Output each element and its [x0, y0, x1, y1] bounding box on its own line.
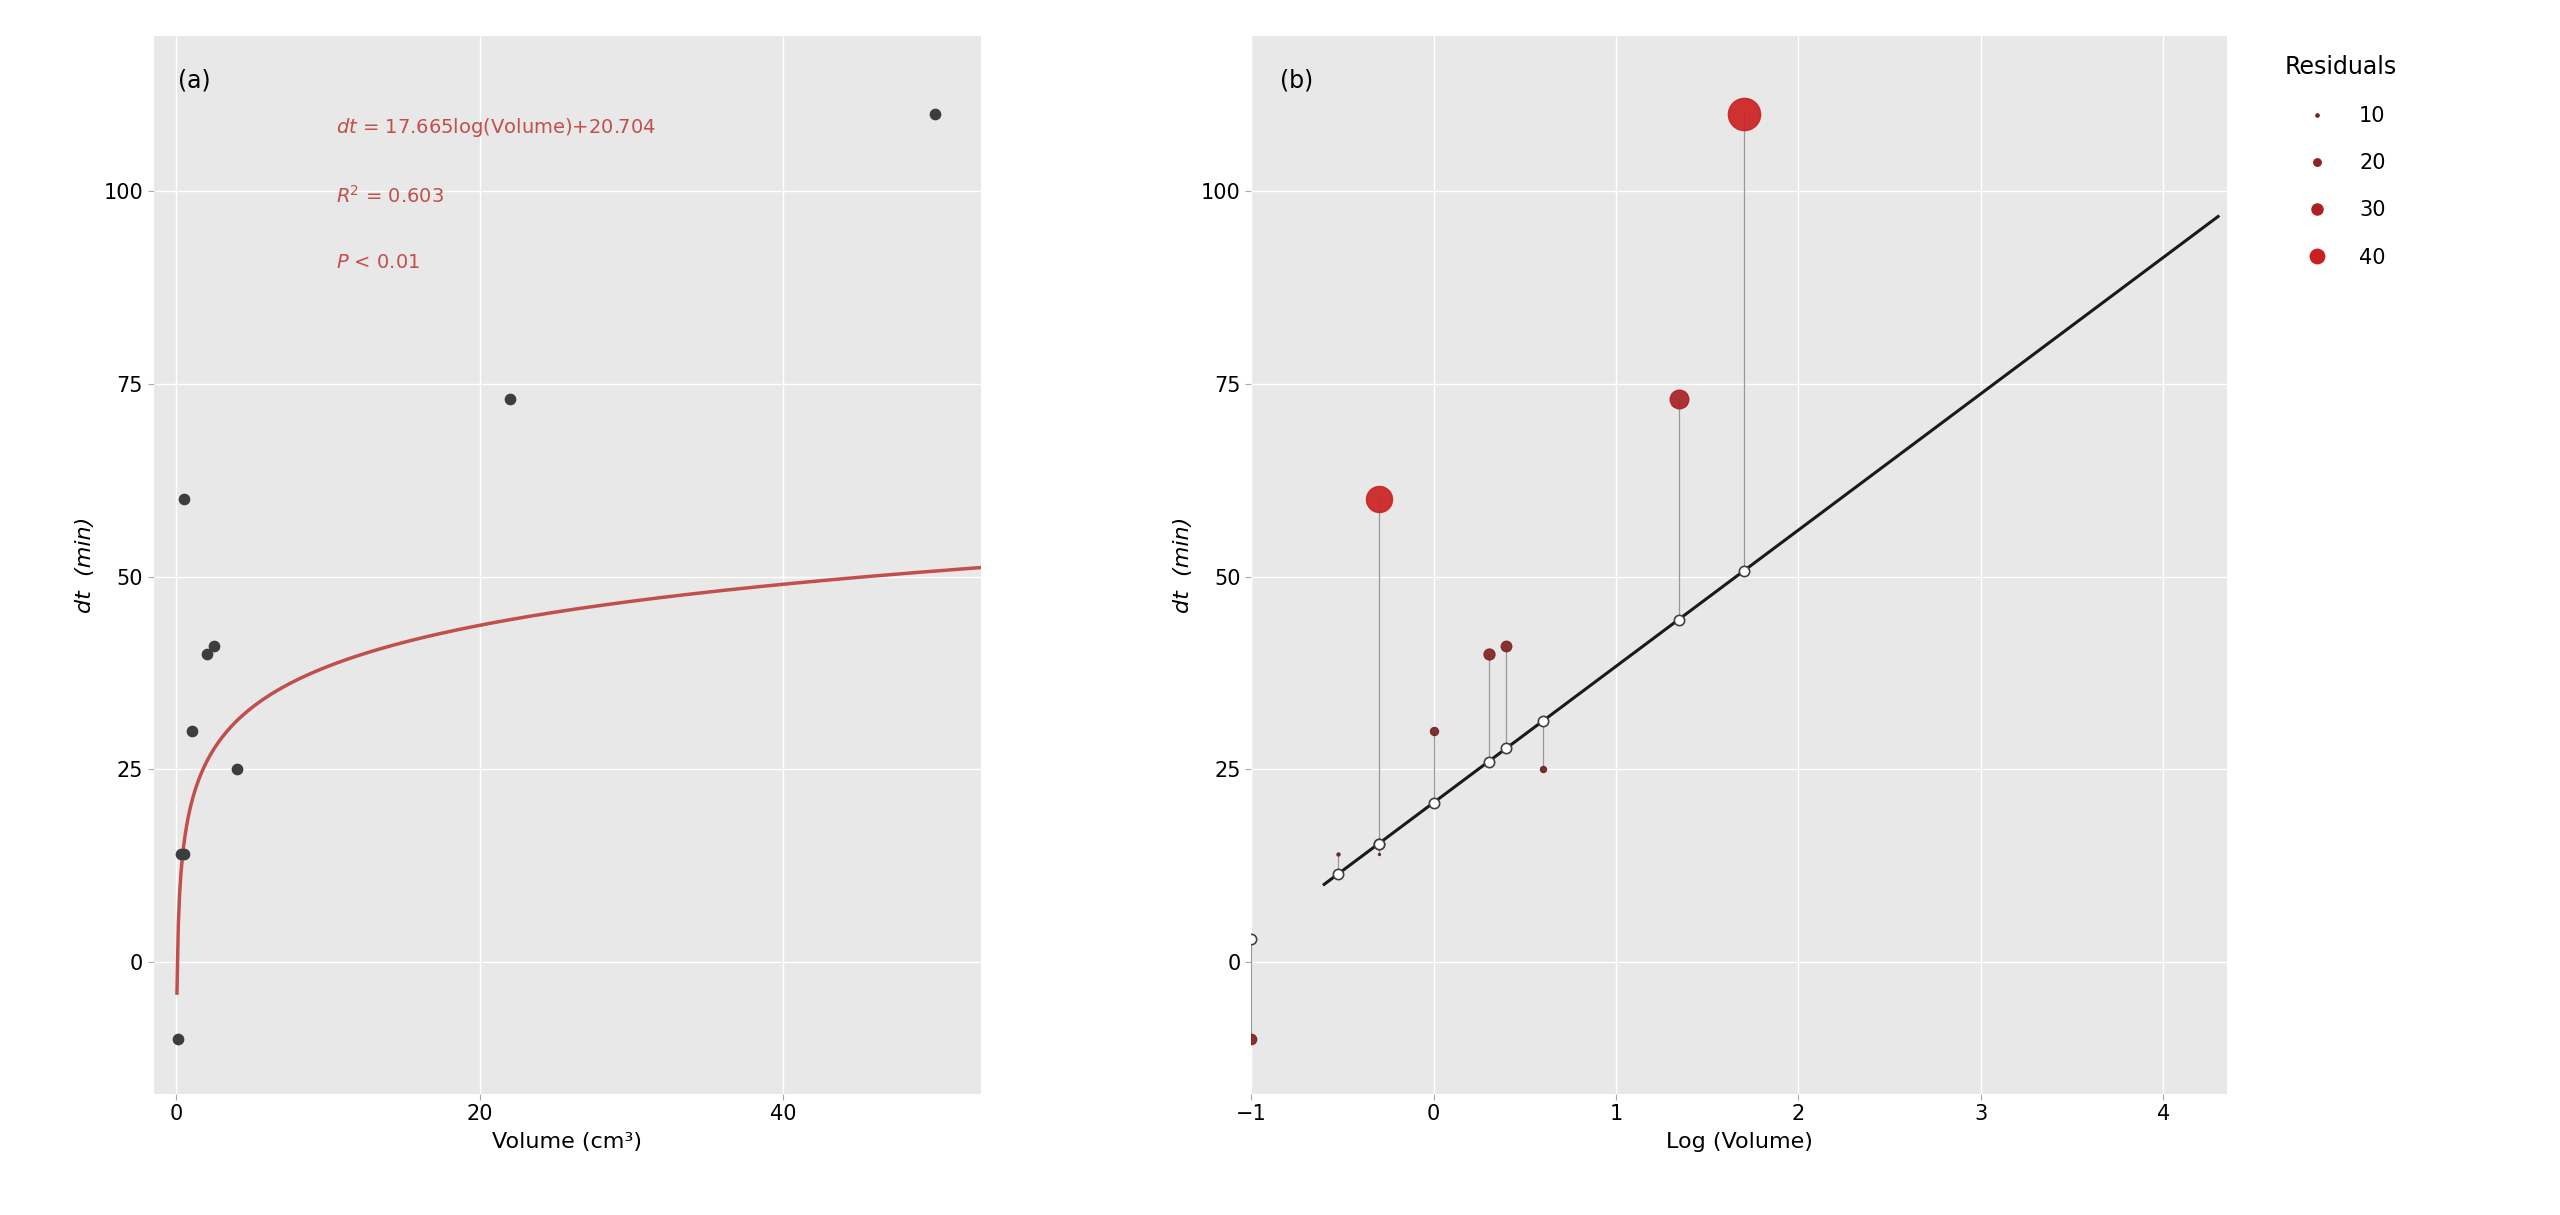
- Point: [1723, 561, 1764, 581]
- Point: [1318, 844, 1359, 864]
- Point: [1359, 833, 1400, 853]
- X-axis label: Log (Volume): Log (Volume): [1667, 1132, 1812, 1152]
- Text: (a): (a): [179, 68, 210, 92]
- Point: [1359, 833, 1400, 853]
- Point: [1359, 844, 1400, 864]
- Point: [218, 759, 259, 779]
- Point: [489, 389, 530, 408]
- Point: [1485, 739, 1526, 758]
- Text: (b): (b): [1280, 68, 1313, 92]
- Point: [164, 490, 205, 509]
- Point: [1413, 793, 1454, 813]
- Point: [1723, 104, 1764, 124]
- Point: [1523, 759, 1564, 779]
- Point: [1318, 864, 1359, 883]
- Point: [1523, 711, 1564, 730]
- Point: [1467, 644, 1508, 663]
- Y-axis label: dt  (min): dt (min): [1172, 516, 1193, 614]
- Point: [914, 104, 955, 124]
- Point: [1659, 389, 1700, 408]
- Point: [172, 722, 212, 741]
- Point: [195, 637, 236, 656]
- Text: $\it{P}$ < 0.01: $\it{P}$ < 0.01: [335, 253, 420, 272]
- Point: [1467, 752, 1508, 772]
- Legend: 10, 20, 30, 40: 10, 20, 30, 40: [2276, 47, 2406, 276]
- Text: $\it{R}$$^{2}$ = 0.603: $\it{R}$$^{2}$ = 0.603: [335, 185, 443, 207]
- Point: [1231, 929, 1272, 949]
- Point: [1231, 1030, 1272, 1050]
- X-axis label: Volume (cm³): Volume (cm³): [492, 1132, 643, 1152]
- Point: [156, 1030, 197, 1050]
- Point: [161, 844, 202, 864]
- Point: [1659, 610, 1700, 629]
- Point: [1413, 722, 1454, 741]
- Point: [1485, 637, 1526, 656]
- Point: [1359, 490, 1400, 509]
- Point: [187, 644, 228, 663]
- Y-axis label: dt  (min): dt (min): [74, 516, 95, 614]
- Point: [164, 844, 205, 864]
- Text: $\it{dt}$ = 17.665log(Volume)+20.704: $\it{dt}$ = 17.665log(Volume)+20.704: [335, 115, 655, 139]
